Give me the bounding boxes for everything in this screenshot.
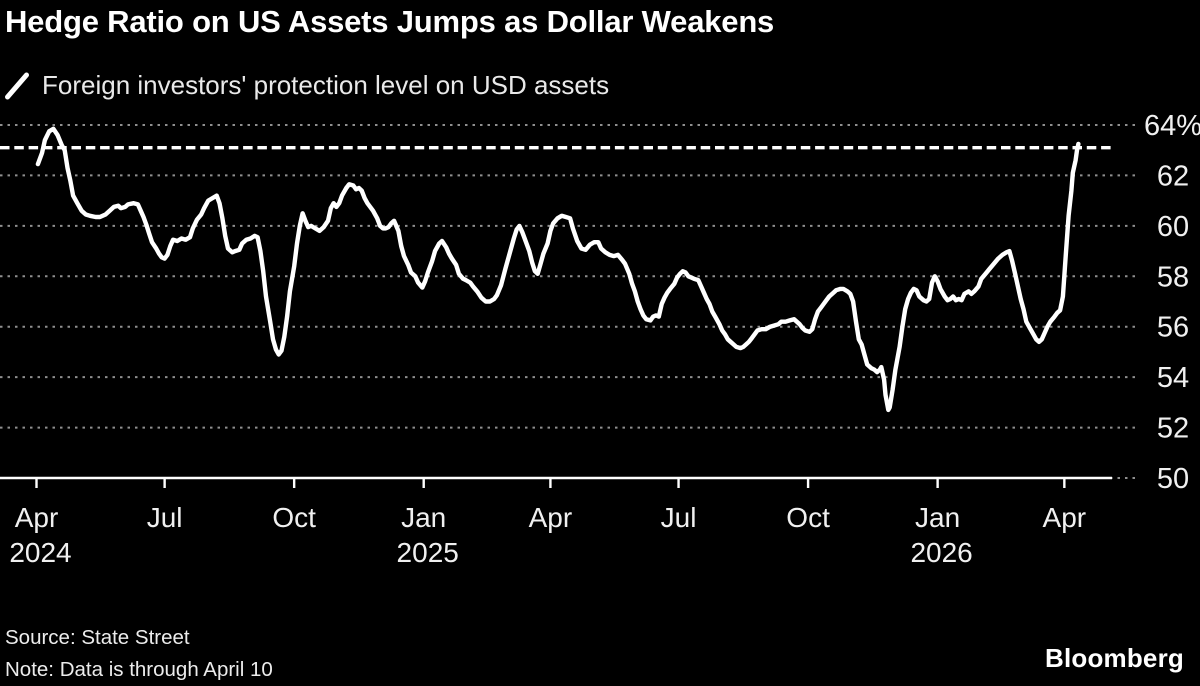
y-axis-label-52: 52 <box>1157 413 1189 445</box>
x-axis-month-label: Apr <box>529 502 573 533</box>
chart-title: Hedge Ratio on US Assets Jumps as Dollar… <box>5 4 775 39</box>
y-axis-label-58: 58 <box>1157 261 1189 293</box>
legend: Foreign investors' protection level on U… <box>4 70 609 101</box>
y-axis-label-50: 50 <box>1157 463 1189 495</box>
x-axis-month-label: Jul <box>661 502 697 533</box>
y-axis-label-64: 64% <box>1144 110 1200 142</box>
y-axis-label-62: 62 <box>1157 160 1189 192</box>
bloomberg-logo: Bloomberg <box>1044 643 1184 673</box>
data-note: Note: Data is through April 10 <box>5 658 273 681</box>
legend-label: Foreign investors' protection level on U… <box>42 70 610 100</box>
series-slash-icon <box>5 72 29 99</box>
x-axis-month-label: Oct <box>786 502 830 533</box>
x-axis-month-label: Jul <box>147 502 183 533</box>
x-axis-month-label: Jan <box>915 502 960 533</box>
x-axis-year-label: 2026 <box>910 537 972 568</box>
footer: Source: State Street Note: Data is throu… <box>5 622 273 686</box>
y-axis-label-56: 56 <box>1157 312 1189 344</box>
y-axis-label-60: 60 <box>1157 211 1189 243</box>
source-note: Source: State Street <box>5 626 190 649</box>
x-axis-year-label: 2024 <box>9 537 71 568</box>
x-axis-year-label: 2025 <box>397 537 459 568</box>
x-axis-month-label: Apr <box>15 502 59 533</box>
y-axis-label-54: 54 <box>1157 362 1189 394</box>
x-axis-month-label: Jan <box>401 502 446 533</box>
hedge-ratio-series-line <box>35 126 1081 413</box>
x-axis-month-label: Apr <box>1043 502 1087 533</box>
x-axis-month-label: Oct <box>272 502 316 533</box>
